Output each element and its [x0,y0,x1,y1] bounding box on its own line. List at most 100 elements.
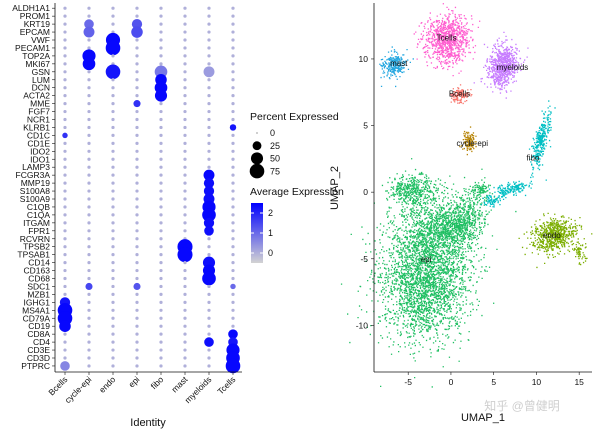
dot-lamp3-cycle-epi [87,165,91,169]
gene-label-fpr1: FPR1 [28,226,50,236]
gene-label-gsn: GSN [32,67,50,77]
cluster-label-fibo: fibo [527,154,540,163]
dot-mzb1-mast [183,292,187,297]
dot-top2a-myeloids [207,54,211,58]
dot-aldh1a1-myeloids [207,6,211,10]
umap-points-epi [386,175,517,280]
dot-cd19-endo [111,324,115,328]
dot-cd8a-cycle-epi [87,332,91,336]
umap-cluster-endo [573,238,588,266]
dot-c1qa-epi [135,213,139,217]
dot-s100a8-tcells [231,189,235,193]
dot-s100a9-bcells [63,197,67,201]
dot-ncr1-bcells [63,117,67,122]
dot-ido2-bcells [63,149,67,153]
identity-label-epi: epi [126,374,141,389]
dot-itgam-bcells [63,221,67,225]
dot-cd8a-bcells [63,332,67,336]
gene-label-acta2: ACTA2 [23,91,50,101]
dot-fpr1-fibo [159,229,163,233]
dot-rcvrn-cycle-epi [87,237,91,241]
umap-cluster-cycle-epi [459,126,477,156]
umap-points-endo [573,238,588,266]
dot-tpsab1-bcells [63,253,67,257]
dot-ighg1-myeloids [207,300,211,304]
dot-prom1-fibo [159,14,163,18]
dot-top2a-tcells [231,54,235,58]
dot-dcn-epi [135,86,139,90]
dot-prom1-mast [183,14,187,18]
umap-plot: Tcells mast myeloids Bcells cycle-epi fibo end… [329,3,593,424]
dot-cd163-bcells [63,268,67,273]
dot-mme-mast [183,101,187,106]
dot-klrb1-bcells [63,125,67,130]
umap-points-epi [431,168,495,260]
dot-vwf-cycle-epi [87,38,91,42]
dot-itgam-endo [111,221,115,225]
gene-label-mmp19: MMP19 [21,178,51,188]
dot-s100a9-epi [135,197,139,201]
dot-cd4-endo [111,340,115,344]
gene-label-tpsb2: TPSB2 [23,242,50,252]
dot-cd3e-fibo [159,348,163,352]
dot-dcn-tcells [231,86,235,90]
dot-ido2-tcells [231,149,235,153]
dot-rcvrn-bcells [63,237,67,241]
dot-epcam-mast [183,30,187,34]
dot-sdc1-myeloids [207,284,211,289]
dot-aldh1a1-bcells [63,6,67,10]
dot-sdc1-mast [183,284,187,289]
dot-mzb1-endo [111,292,115,297]
dot-itgam-cycle-epi [87,221,91,225]
umap-points-cycle-epi [459,126,477,156]
legends: Percent Expressed 0 25 50 75 Average Expres… [249,111,344,263]
dot-tpsab1-myeloids [207,253,211,257]
dot-cd79a-tcells [231,316,235,320]
umap-cluster-epi [431,168,495,260]
umap-points-fibo [480,195,505,208]
dot-cd19-bcells [59,320,71,332]
dot-cd1e-cycle-epi [87,141,91,145]
dot-tpsb2-epi [135,245,139,249]
dot-rcvrn-endo [111,237,115,241]
dot-pecam1-mast [183,46,187,50]
dot-ncr1-tcells [231,117,235,122]
umap-cluster-fibo [480,195,505,208]
dot-top2a-mast [183,54,187,58]
dot-mki67-myeloids [207,62,211,66]
dot-prom1-endo [111,14,115,18]
dot-lum-endo [111,78,115,82]
gene-label-vwf: VWF [31,35,50,45]
dot-vwf-fibo [159,38,163,42]
dot-tpsab1-endo [111,253,115,257]
dot-lum-cycle-epi [87,78,91,82]
dot-rcvrn-fibo [159,237,163,241]
dot-cd8a-myeloids [207,332,211,336]
dot-cd14-cycle-epi [87,260,91,265]
dot-fgf7-endo [111,109,115,114]
gene-label-ido1: IDO1 [30,154,50,164]
dot-lamp3-epi [135,165,139,169]
dot-s100a8-cycle-epi [87,189,91,193]
gene-label-cd163: CD163 [24,266,51,276]
umap-y-tick-label: 10 [359,54,369,64]
dot-krt19-fibo [159,22,163,26]
dot-fpr1-mast [183,229,187,233]
dot-epcam-tcells [231,30,235,34]
dot-c1qb-mast [183,205,187,209]
dot-s100a9-fibo [159,197,163,201]
size-legend-label: 25 [270,141,280,151]
umap-points-endo [518,212,593,269]
dot-fgf7-bcells [63,109,67,114]
dot-ido2-cycle-epi [87,149,91,153]
dot-fpr1-tcells [231,229,235,233]
dot-s100a8-epi [135,189,139,193]
dot-plot-x-label: Identity [130,417,166,429]
dot-cd14-epi [135,260,139,265]
dot-sdc1-tcells [230,283,236,290]
gene-label-mki67: MKI67 [25,59,50,69]
dot-cd1e-endo [111,141,115,145]
dot-cd1e-mast [183,141,187,145]
dot-ido1-cycle-epi [87,157,91,161]
dot-acta2-cycle-epi [87,94,91,98]
